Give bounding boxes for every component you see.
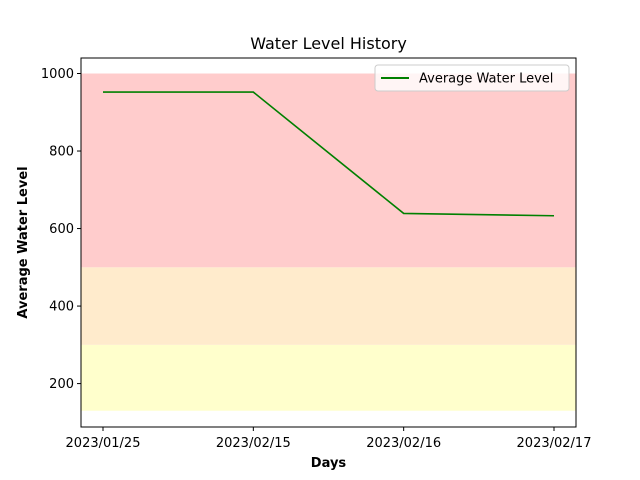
x-tick-label: 2023/02/15: [216, 436, 291, 451]
legend-box: [374, 64, 570, 92]
y-tick-label: 600: [49, 222, 74, 237]
y-tick-label: 800: [49, 145, 74, 160]
series-lines: [103, 91, 555, 217]
y-tick-label: 400: [49, 300, 74, 315]
y-axis-ticks: 200 400 600 800 1000: [41, 67, 81, 392]
y-tick-label: 1000: [41, 67, 74, 82]
plot-frame: [80, 57, 577, 428]
x-axis-label: Days: [311, 456, 347, 471]
legend: Average Water Level: [374, 64, 570, 92]
threshold-band-1: [81, 267, 576, 345]
y-axis-label: Average Water Level: [16, 166, 31, 318]
threshold-bands: [81, 73, 576, 411]
y-tick-label: 200: [49, 377, 74, 392]
x-tick-label: 2023/01/25: [66, 436, 141, 451]
chart-title: Water Level History: [250, 34, 407, 53]
threshold-band-0: [81, 344, 576, 411]
threshold-band-2: [81, 73, 576, 268]
x-tick-label: 2023/02/17: [517, 436, 592, 451]
series-line-0: [103, 91, 555, 217]
legend-label: Average Water Level: [419, 72, 553, 87]
x-axis-ticks: 2023/01/25 2023/02/15 2023/02/16 2023/02/17: [66, 427, 592, 451]
x-tick-label: 2023/02/16: [366, 436, 441, 451]
